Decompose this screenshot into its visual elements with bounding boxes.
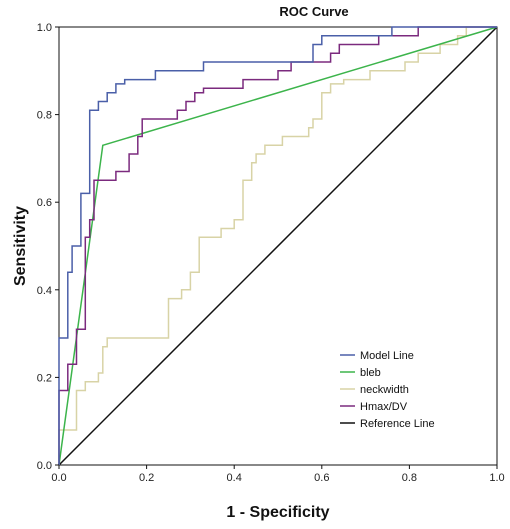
chart-title: ROC Curve	[279, 4, 348, 19]
legend: Model Line bleb neckwidth Hmax/DV Reference …	[340, 350, 435, 430]
y-tick-label: 0.2	[37, 372, 52, 384]
series-bleb	[58, 26, 498, 466]
y-axis-title: Sensitivity	[12, 206, 29, 286]
x-tick-label: 0.4	[227, 472, 242, 484]
x-tick-label: 0.0	[51, 472, 66, 484]
x-axis-title: 1 - Specificity	[226, 504, 329, 521]
series-neckwidth	[58, 26, 497, 465]
x-tick-label: 0.8	[402, 472, 417, 484]
series-reference-line	[58, 26, 498, 466]
legend-label-hmax-dv: Hmax/DV	[360, 401, 408, 413]
y-tick-label: 0.4	[37, 285, 52, 297]
x-tick-label: 0.6	[314, 472, 329, 484]
x-tick-label: 0.2	[139, 472, 154, 484]
y-tick-label: 0.6	[37, 197, 52, 209]
y-tick-label: 0.8	[37, 110, 52, 122]
legend-label-model-line: Model Line	[360, 350, 414, 362]
series-layer	[58, 26, 498, 466]
x-axis-ticks: 0.0 0.2 0.4 0.6 0.8 1.0	[51, 465, 505, 484]
series-hmax-dv	[58, 26, 497, 465]
y-tick-label: 0.0	[37, 460, 52, 472]
series-model-line	[58, 26, 497, 465]
legend-label-reference-line: Reference Line	[360, 418, 435, 430]
y-tick-label: 1.0	[37, 22, 52, 34]
y-axis-ticks: 0.0 0.2 0.4 0.6 0.8 1.0	[37, 22, 59, 472]
legend-label-bleb: bleb	[360, 367, 381, 379]
x-tick-label: 1.0	[489, 472, 504, 484]
legend-label-neckwidth: neckwidth	[360, 384, 409, 396]
